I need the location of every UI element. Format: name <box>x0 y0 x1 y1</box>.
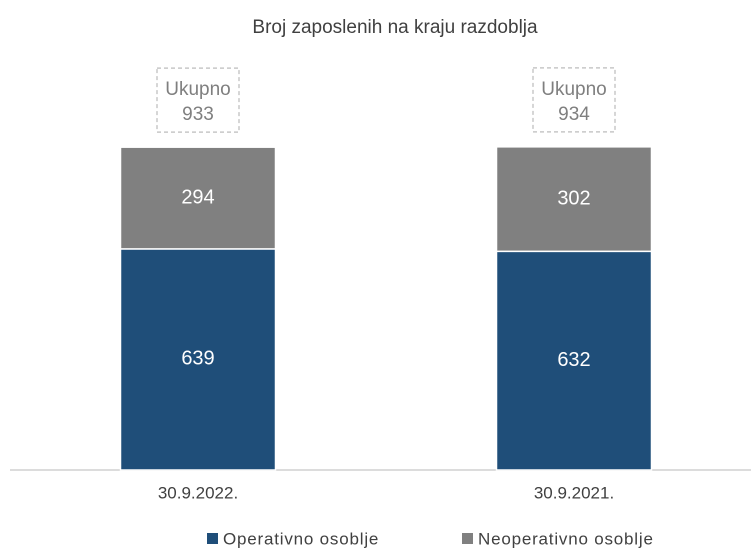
x-tick-label: 30.9.2021. <box>534 483 614 502</box>
bar-segment <box>119 146 277 250</box>
data-label: 302 <box>557 187 590 209</box>
data-label: 639 <box>181 348 214 370</box>
x-tick-label: 30.9.2022. <box>158 483 238 502</box>
total-value: 933 <box>182 104 214 125</box>
legend-label: Operativno osoblje <box>223 529 379 548</box>
chart-title: Broj zaposlenih na kraju razdoblja <box>252 17 538 38</box>
data-label: 632 <box>557 349 590 371</box>
total-label: Ukupno <box>165 79 231 100</box>
data-label: 294 <box>181 186 214 208</box>
total-label: Ukupno <box>541 79 607 100</box>
legend-swatch <box>207 533 218 544</box>
bar-segment <box>495 146 653 253</box>
total-box <box>532 67 616 133</box>
bar-segment <box>495 250 653 471</box>
total-value: 934 <box>558 104 590 125</box>
legend-label: Neoperativno osoblje <box>478 529 654 548</box>
bar-segment <box>119 248 277 471</box>
total-box <box>156 67 240 133</box>
legend-swatch <box>462 533 473 544</box>
